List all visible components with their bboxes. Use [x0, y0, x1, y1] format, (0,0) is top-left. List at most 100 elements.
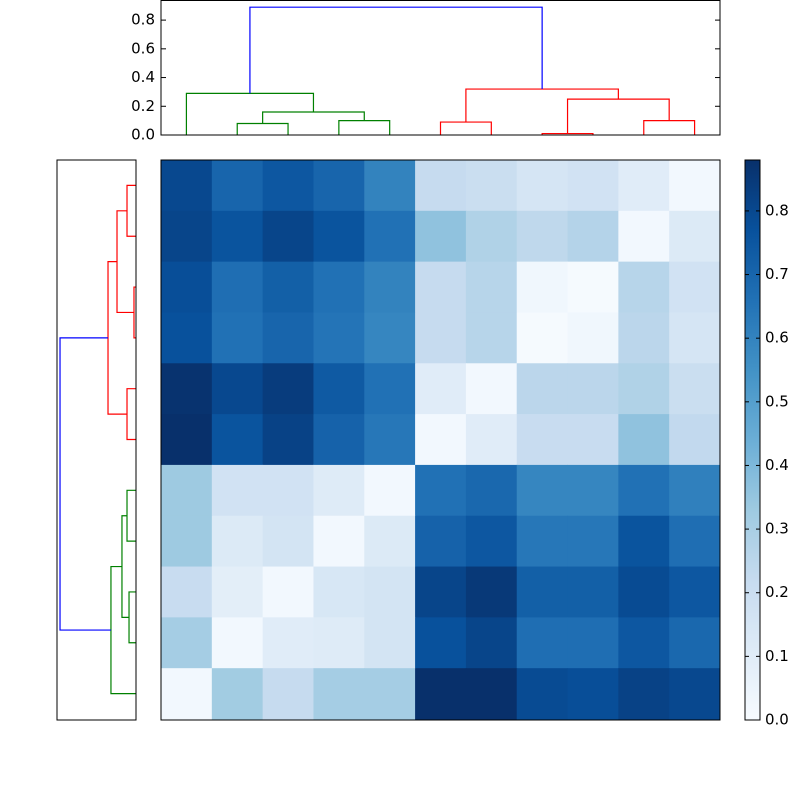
heatmap-cell [211, 312, 264, 364]
heatmap-cell [516, 210, 569, 263]
heatmap-cell [516, 515, 569, 568]
heatmap-cell [161, 261, 213, 313]
heatmap-cell [567, 363, 619, 415]
heatmap-cell [313, 668, 365, 720]
heatmap-cell [618, 414, 670, 466]
heatmap-cell [516, 414, 569, 466]
colorbar-tick-label: 0.7 [765, 265, 789, 283]
heatmap-cell [262, 261, 314, 313]
heatmap-cell [313, 464, 365, 517]
axes-frame [56, 159, 137, 721]
heatmap-cell [415, 261, 467, 313]
heatmap-cell [567, 566, 619, 618]
dendrogram-link [110, 565, 136, 695]
heatmap-cell [262, 464, 314, 517]
heatmap-cell [618, 363, 670, 415]
dendrogram-link [249, 6, 543, 94]
axes-frame [160, 159, 721, 721]
heatmap-cell [161, 312, 213, 364]
heatmap-cell [618, 261, 670, 313]
colorbar-tick-label: 0.4 [765, 456, 789, 474]
heatmap-cell [618, 312, 670, 364]
heatmap-cell [415, 515, 467, 568]
heatmap-cell [313, 515, 365, 568]
dendrogram-link [643, 120, 696, 135]
heatmap-cell [262, 363, 314, 415]
heatmap-cell [465, 312, 518, 364]
heatmap-cell [262, 414, 314, 466]
heatmap-cell [567, 464, 619, 517]
heatmap-cell [618, 668, 670, 720]
colorbar-tick-label: 0.5 [765, 392, 789, 410]
heatmap-cell [669, 668, 721, 720]
heatmap-cell [465, 464, 518, 517]
dendrogram-link [262, 111, 365, 124]
heatmap-cell [618, 210, 670, 263]
heatmap-cell [567, 515, 619, 568]
heatmap-cell [364, 363, 416, 415]
heatmap-cell [211, 414, 264, 466]
heatmap-cell [211, 668, 264, 720]
heatmap-cell [415, 668, 467, 720]
heatmap-cell [516, 617, 569, 669]
heatmap-cell [211, 515, 264, 568]
heatmap-cell [161, 668, 213, 720]
heatmap-cell [567, 261, 619, 313]
heatmap-cell [313, 363, 365, 415]
heatmap-cell [161, 515, 213, 568]
y-tick-label: 0.6 [131, 39, 155, 57]
heatmap-cell [516, 312, 569, 364]
heatmap-cell [262, 617, 314, 669]
heatmap-cell [161, 464, 213, 517]
heatmap-cell [415, 312, 467, 364]
heatmap-cell [669, 363, 721, 415]
heatmap-cell [161, 160, 213, 212]
heatmap-cell [465, 515, 518, 568]
heatmap-cell [465, 210, 518, 263]
heatmap-cell [364, 312, 416, 364]
heatmap-cell [618, 464, 670, 517]
colorbar-tick-label: 0.1 [765, 647, 789, 665]
heatmap-cell [211, 617, 264, 669]
heatmap-cell [516, 566, 569, 618]
heatmap-cell [415, 414, 467, 466]
heatmap-cell [415, 464, 467, 517]
heatmap-cell [364, 515, 416, 568]
heatmap-cell [364, 414, 416, 466]
heatmap-cell [364, 210, 416, 263]
colorbar-tick-label: 0.0 [765, 711, 789, 729]
y-tick-label: 0.8 [131, 11, 155, 29]
heatmap-cell [313, 617, 365, 669]
heatmap-cell [364, 160, 416, 212]
heatmap-cell [364, 566, 416, 618]
dendrogram-link [338, 120, 391, 135]
heatmap-cell [415, 160, 467, 212]
heatmap-cell [567, 617, 619, 669]
heatmap-cell [669, 261, 721, 313]
heatmap-cell [415, 617, 467, 669]
heatmap-cell [211, 566, 264, 618]
heatmap-cell [618, 160, 670, 212]
colorbar-tick-label: 0.8 [765, 201, 789, 219]
heatmap-cell [211, 210, 264, 263]
heatmap-cell [669, 312, 721, 364]
heatmap-cell [211, 464, 264, 517]
dendrogram-link [128, 591, 136, 644]
heatmap-cell [211, 363, 264, 415]
heatmap-cell [567, 160, 619, 212]
y-tick-label: 0.0 [131, 126, 155, 144]
colorbar-tick-label: 0.3 [765, 520, 789, 538]
heatmap-cell [161, 617, 213, 669]
heatmap-cell [567, 210, 619, 263]
heatmap-cell [161, 363, 213, 415]
heatmap-cell [415, 210, 467, 263]
heatmap-cell [618, 566, 670, 618]
dendrogram-link [121, 515, 130, 618]
heatmap-cell [516, 160, 569, 212]
heatmap-cell [415, 363, 467, 415]
heatmap-cell [465, 414, 518, 466]
heatmap-cell [516, 363, 569, 415]
heatmap-cell [262, 160, 314, 212]
dendrogram-link [126, 388, 136, 441]
